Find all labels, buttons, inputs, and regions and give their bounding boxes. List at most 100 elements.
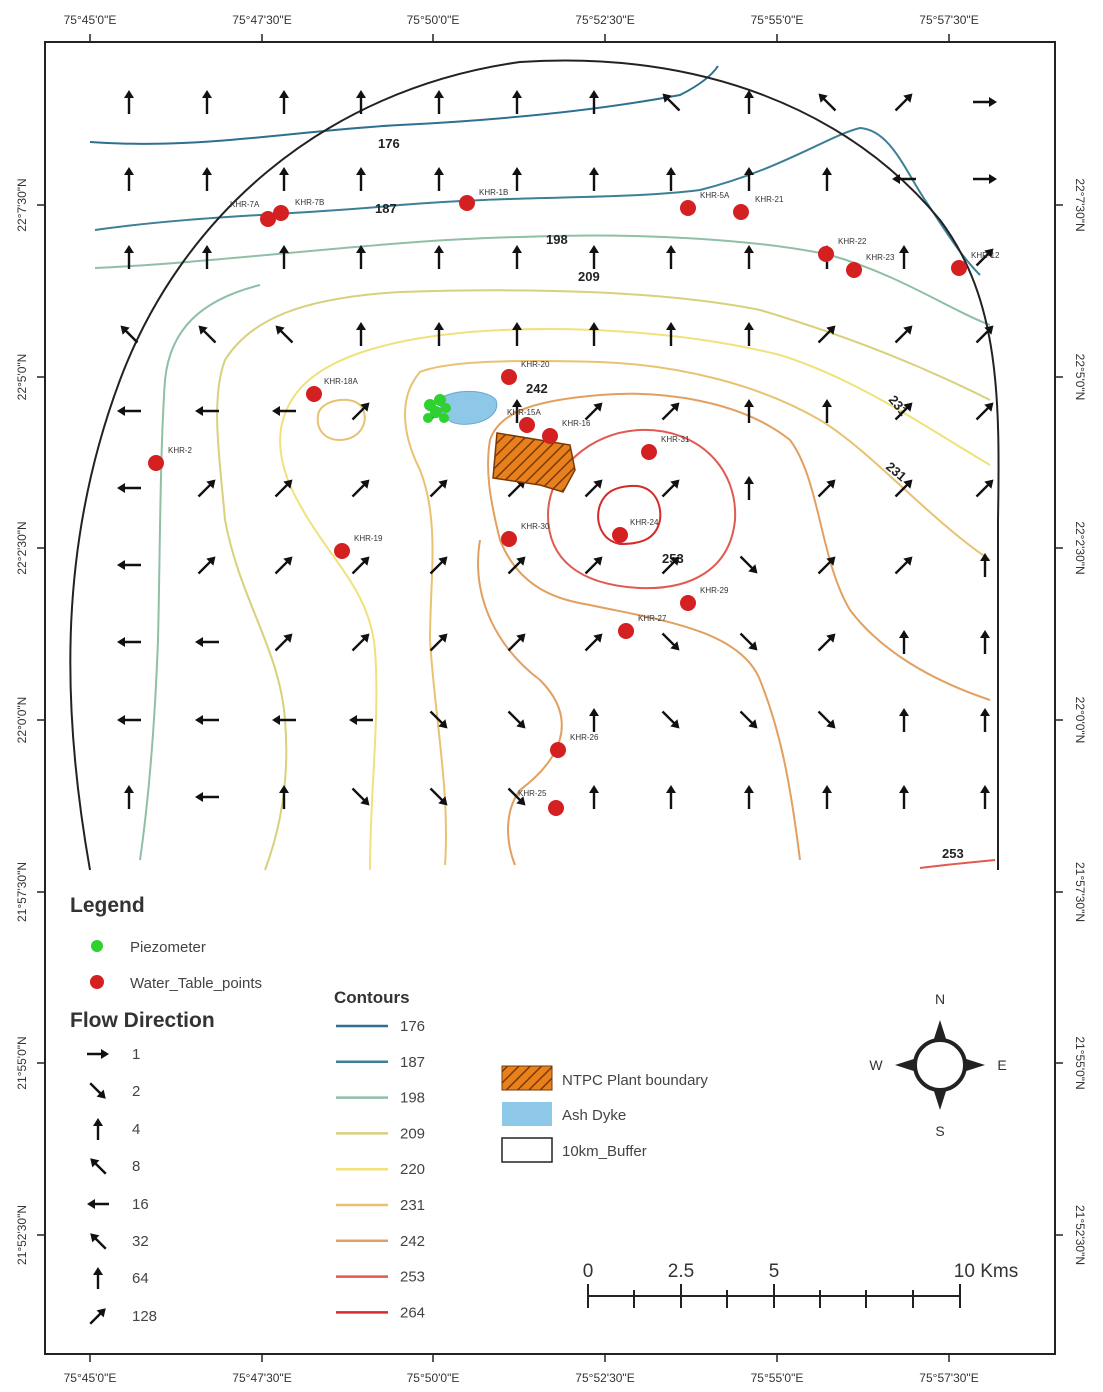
point-label: KHR-5A [700, 191, 730, 200]
flow-arrow [434, 167, 444, 191]
flow-arrow [351, 556, 370, 575]
top-tick-2: 75°47'30"E [232, 13, 291, 27]
flow-arrow [584, 402, 603, 421]
flow-arrow [507, 556, 526, 575]
flow-arrow [589, 322, 599, 346]
water-table-point [148, 455, 164, 471]
bottom-tick-5: 75°55'0"E [751, 1371, 804, 1385]
legend-piezometer: Piezometer [130, 939, 206, 956]
flow-arrow [512, 245, 522, 269]
contour-legend-value: 187 [400, 1054, 425, 1071]
flow-legend-arrow [89, 1082, 106, 1099]
flow-direction-legend: 1 2 4 8 16 32 64 128 [87, 1046, 157, 1325]
flow-arrow [198, 325, 217, 344]
left-tick-5: 21°57'30"N [15, 862, 29, 922]
flow-arrow [429, 479, 448, 498]
flow-arrow [589, 245, 599, 269]
point-label: KHR-1B [479, 188, 508, 197]
flow-arrow [894, 479, 913, 498]
flow-direction-title: Flow Direction [70, 1009, 215, 1032]
contour-label-187: 187 [375, 201, 397, 216]
flow-arrow [117, 483, 141, 493]
flow-arrow [195, 406, 219, 416]
south-label: S [935, 1123, 944, 1139]
flow-arrow [744, 245, 754, 269]
flow-arrow [892, 174, 916, 184]
water-table-point [306, 386, 322, 402]
flow-legend-arrow [90, 1158, 107, 1175]
water-table-point [519, 417, 535, 433]
point-label: KHR-2 [168, 446, 193, 455]
legend-ntpc: NTPC Plant boundary [562, 1072, 708, 1089]
flow-arrow [980, 708, 990, 732]
water-table-point [273, 205, 289, 221]
water-table-point [846, 262, 862, 278]
scale-label-0: 0 [583, 1261, 594, 1282]
scale-label-10: 10 Kms [954, 1261, 1018, 1282]
contour-lines [89, 65, 996, 871]
left-tick-6: 21°55'0"N [15, 1036, 29, 1089]
flow-arrow [272, 715, 296, 725]
flow-arrow [351, 479, 370, 498]
flow-arrow [434, 322, 444, 346]
point-label: KHR-15A [507, 408, 541, 417]
right-tick-5: 21°57'30"N [1073, 862, 1087, 922]
flow-arrow [279, 785, 289, 809]
flow-arrow [117, 637, 141, 647]
flow-legend-value: 32 [132, 1233, 149, 1250]
contour-264 [597, 484, 662, 546]
left-tick-2: 22°5'0"N [15, 354, 29, 401]
top-coordinates: 75°45'0"E 75°47'30"E 75°50'0"E 75°52'30"… [64, 13, 979, 27]
flow-arrow [124, 785, 134, 809]
flow-arrow [894, 325, 913, 344]
flow-arrow [744, 167, 754, 191]
flow-legend-arrow [87, 1199, 109, 1209]
flow-arrow [356, 90, 366, 114]
flow-arrow [899, 785, 909, 809]
flow-arrow [973, 97, 997, 107]
contour-legend-value: 209 [400, 1125, 425, 1142]
buffer-legend-swatch [501, 1137, 553, 1163]
flow-arrow [195, 792, 219, 802]
flow-arrow [744, 399, 754, 423]
top-tick-3: 75°50'0"E [407, 13, 460, 27]
contour-187 [94, 126, 981, 276]
point-label: KHR-12 [971, 251, 1000, 260]
flow-arrow [351, 633, 370, 652]
flow-arrow [661, 710, 680, 729]
water-table-point [680, 595, 696, 611]
flow-arrow [894, 93, 913, 112]
flow-arrow [739, 555, 758, 574]
flow-legend-value: 1 [132, 1046, 140, 1063]
contour-label-176: 176 [378, 136, 400, 151]
flow-arrow [512, 399, 522, 423]
contour-176 [89, 65, 719, 145]
bottom-tick-3: 75°50'0"E [407, 1371, 460, 1385]
flow-arrow [429, 633, 448, 652]
water-table-point [641, 444, 657, 460]
flow-arrow [975, 479, 994, 498]
top-tick-5: 75°55'0"E [751, 13, 804, 27]
contour-legend-value: 253 [400, 1269, 425, 1286]
ntpc-plant-boundary [492, 432, 576, 493]
legend-buffer: 10km_Buffer [562, 1143, 647, 1160]
flow-arrow [202, 245, 212, 269]
left-tick-7: 21°52'30"N [15, 1205, 29, 1265]
north-label: N [935, 991, 945, 1007]
flow-arrow [195, 637, 219, 647]
flow-arrow [589, 785, 599, 809]
point-label: KHR-31 [661, 435, 690, 444]
flow-arrow [434, 90, 444, 114]
flow-arrow [666, 167, 676, 191]
contour-209 [216, 289, 991, 871]
flow-arrow [507, 787, 526, 806]
flow-arrow [274, 633, 293, 652]
flow-arrow [661, 479, 680, 498]
contour-labels: 176 187 198 209 242 231 231 253 253 [375, 136, 964, 861]
contour-220 [279, 328, 991, 871]
right-tick-3: 22°2'30"N [1073, 521, 1087, 574]
top-tick-4: 75°52'30"E [575, 13, 634, 27]
flow-arrow [197, 556, 216, 575]
water-table-point [818, 246, 834, 262]
water-table-point [459, 195, 475, 211]
